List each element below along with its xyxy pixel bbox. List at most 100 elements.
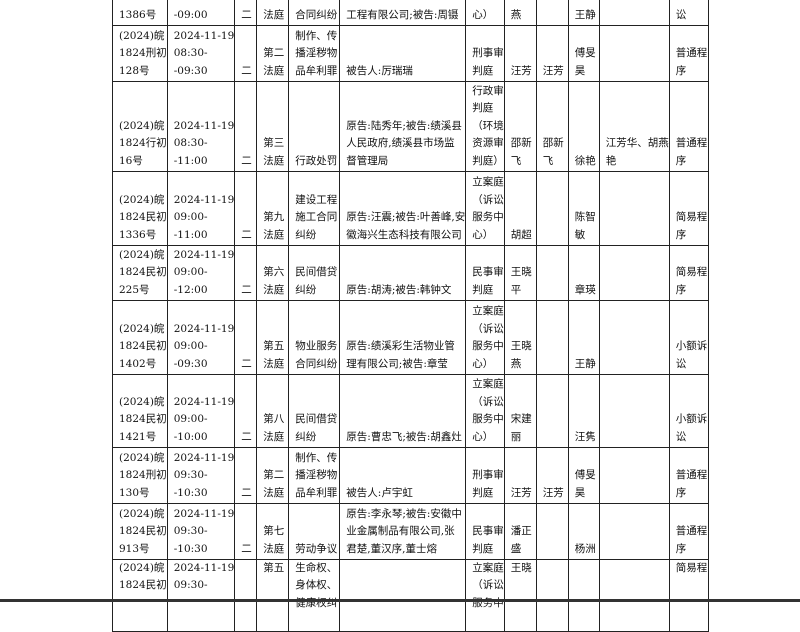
bottom-edge [0, 599, 800, 602]
cell-department: 民事审 判庭 [465, 503, 505, 560]
cell-jurors [598, 171, 670, 246]
cell-department: 心） [465, 0, 505, 26]
cell-presiding-judge: 汪芳 [503, 447, 537, 504]
cell-judge [535, 300, 569, 375]
cell-jurors [598, 559, 670, 632]
table-row: (2024)皖 1824行初 16号 2024-11-19 08:30- -11:… [112, 81, 709, 172]
cell-parties [339, 559, 467, 632]
cell-cause: 行政处罚 [288, 81, 341, 172]
cell-case-number: (2024)皖 1824民初 1336号 [112, 171, 168, 246]
table-row: (2024)皖 1824民初 1421号 2024-11-19 09:00- -1… [112, 374, 709, 448]
cell-weekday: 二 [234, 245, 258, 301]
cell-procedure: 普通程 序 [668, 81, 709, 172]
cell-presiding-judge: 燕 [503, 0, 537, 26]
cell-judge [535, 0, 569, 26]
cell-department: 刑事审 判庭 [465, 25, 505, 82]
cell-procedure: 讼 [668, 0, 709, 26]
cell-hearing-time: 2024-11-19 09:00- -10:00 [166, 374, 236, 448]
cell-parties: 原告:汪震;被告:叶善峰,安 徽海兴生态科技有限公司 [339, 171, 467, 246]
cell-parties: 被告人:厉瑞瑞 [339, 25, 467, 82]
cell-courtroom: 第九 法庭 [256, 171, 290, 246]
cell-procedure: 普通程 序 [668, 447, 709, 504]
cell-weekday: 二 [234, 374, 258, 448]
cell-cause: 建设工程 施工合同 纠纷 [288, 171, 341, 246]
cell-courtroom: 第七 法庭 [256, 503, 290, 560]
table-row: (2024)皖 1824民初 1402号 2024-11-19 09:00- -0… [112, 300, 709, 375]
cell-weekday [234, 559, 258, 632]
cell-weekday: 二 [234, 81, 258, 172]
cell-cause: 民间借贷 纠纷 [288, 374, 341, 448]
cell-clerk: 傅旻 昊 [567, 447, 600, 504]
cell-courtroom: 第三 法庭 [256, 81, 290, 172]
cell-parties: 原告:胡涛;被告:韩钟文 [339, 245, 467, 301]
cell-department: 行政审 判庭 （环境 资源审 判庭） [465, 81, 505, 172]
cell-judge [535, 374, 569, 448]
cell-hearing-time: 2024-11-19 09:00- -12:00 [166, 245, 236, 301]
cell-weekday: 二 [234, 503, 258, 560]
cell-procedure: 小额诉 讼 [668, 300, 709, 375]
cell-parties: 原告:陆秀年;被告:绩溪县 人民政府,绩溪县市场监 督管理局 [339, 81, 467, 172]
cell-parties: 原告:李永琴;被告:安徽中 业金属制品有限公司,张 君楚,董汉序,董士熔 [339, 503, 467, 560]
cell-clerk: 王静 [567, 0, 600, 26]
cell-case-number: (2024)皖 1824民初 913号 [112, 503, 168, 560]
cell-weekday: 二 [234, 25, 258, 82]
cell-parties: 原告:绩溪彩生活物业管 理有限公司;被告:章莹 [339, 300, 467, 375]
cell-procedure: 普通程 序 [668, 503, 709, 560]
cell-judge: 汪芳 [535, 25, 569, 82]
cell-weekday: 二 [234, 447, 258, 504]
cell-cause: 劳动争议 [288, 503, 341, 560]
cell-jurors [598, 374, 670, 448]
cell-presiding-judge: 宋建 丽 [503, 374, 537, 448]
cell-parties: 原告:曹忠飞;被告:胡鑫灶 [339, 374, 467, 448]
cell-clerk: 徐艳 [567, 81, 600, 172]
cell-case-number: (2024)皖 1824刑初 130号 [112, 447, 168, 504]
cell-hearing-time: -09:00 [166, 0, 236, 26]
cell-courtroom: 第五 法庭 [256, 300, 290, 375]
cell-clerk: 傅旻 昊 [567, 25, 600, 82]
table-row: (2024)皖 1824民初 225号 2024-11-19 09:00- -12… [112, 245, 709, 301]
cell-clerk [567, 559, 600, 632]
cell-courtroom: 第六 法庭 [256, 245, 290, 301]
court-schedule-table: 1386号 -09:00 二法庭 合同纠纷 工程有限公司;被告:周镊 心）燕王静讼 (202… [112, 0, 709, 632]
cell-weekday: 二 [234, 0, 258, 26]
cell-weekday: 二 [234, 171, 258, 246]
table-row: 1386号 -09:00 二法庭 合同纠纷 工程有限公司;被告:周镊 心）燕 王静 讼 [112, 0, 709, 26]
cell-judge [535, 503, 569, 560]
cell-jurors [598, 245, 670, 301]
cell-procedure: 简易程 [668, 559, 709, 632]
cell-jurors [598, 300, 670, 375]
cell-hearing-time: 2024-11-19 09:30- [166, 559, 236, 632]
cell-case-number: (2024)皖 1824民初 1421号 [112, 374, 168, 448]
cell-parties: 被告人:卢宇虹 [339, 447, 467, 504]
cell-case-number: (2024)皖 1824行初 16号 [112, 81, 168, 172]
cell-department: 刑事审 判庭 [465, 447, 505, 504]
cell-cause: 制作、传 播淫秽物 品牟利罪 [288, 447, 341, 504]
cell-judge [535, 559, 569, 632]
cell-case-number: (2024)皖 1824民初 225号 [112, 245, 168, 301]
cell-courtroom: 第五 [256, 559, 290, 632]
cell-case-number: (2024)皖 1824民初 [112, 559, 168, 632]
cell-judge [535, 171, 569, 246]
cell-judge: 邵新 飞 [535, 81, 569, 172]
cell-presiding-judge: 胡超 [503, 171, 537, 246]
cell-courtroom: 第八 法庭 [256, 374, 290, 448]
cell-hearing-time: 2024-11-19 09:30- -10:30 [166, 503, 236, 560]
cell-department: 立案庭 （诉讼 服务中 心） [465, 171, 505, 246]
cell-hearing-time: 2024-11-19 08:30- -09:30 [166, 25, 236, 82]
cell-cause: 制作、传 播淫秽物 品牟利罪 [288, 25, 341, 82]
cell-case-number: (2024)皖 1824民初 1402号 [112, 300, 168, 375]
cell-clerk: 陈智 敏 [567, 171, 600, 246]
cell-jurors [598, 25, 670, 82]
cell-presiding-judge: 汪芳 [503, 25, 537, 82]
cell-cause: 物业服务 合同纠纷 [288, 300, 341, 375]
cell-presiding-judge: 王晓 平 [503, 245, 537, 301]
cell-hearing-time: 2024-11-19 08:30- -11:00 [166, 81, 236, 172]
cell-hearing-time: 2024-11-19 09:30- -10:30 [166, 447, 236, 504]
cell-department: 立案庭 （诉讼 服务中 [465, 559, 505, 632]
cell-presiding-judge: 邵新 飞 [503, 81, 537, 172]
cell-case-number: 1386号 [112, 0, 168, 26]
cell-cause: 生命权、 身体权、 健康权纠 [288, 559, 341, 632]
cell-judge [535, 245, 569, 301]
cell-procedure: 简易程 序 [668, 171, 709, 246]
cell-hearing-time: 2024-11-19 09:00- -09:30 [166, 300, 236, 375]
